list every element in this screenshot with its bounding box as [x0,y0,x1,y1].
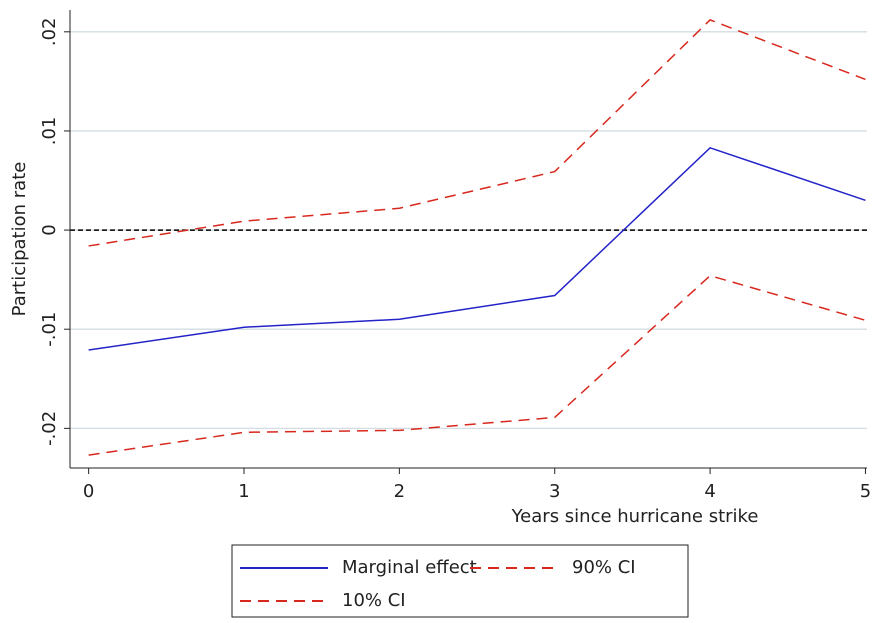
legend: Marginal effect 90% CI 10% CI [231,544,689,618]
series-line [88,146,866,351]
x-tick-label: 1 [238,481,249,502]
y-tick-label: .01 [39,117,60,146]
y-tick-label: -.02 [39,411,60,446]
x-tick-label: 4 [704,481,715,502]
x-tick-label: 5 [860,481,871,502]
legend-box [231,544,689,618]
x-tick-label: 3 [549,481,560,502]
x-tick-label: 2 [394,481,405,502]
series-line [88,19,866,247]
legend-label: Marginal effect [342,557,477,578]
y-tick-label: .02 [39,17,60,46]
y-tick-label: 0 [39,224,60,235]
series-line [88,274,866,456]
x-tick-label: 0 [83,481,94,502]
y-axis-label: Participation rate [9,162,30,317]
legend-label: 90% CI [572,557,636,578]
legend-label: 10% CI [342,590,406,611]
x-axis-label: Years since hurricane strike [511,506,759,527]
y-tick-label: -.01 [39,312,60,347]
